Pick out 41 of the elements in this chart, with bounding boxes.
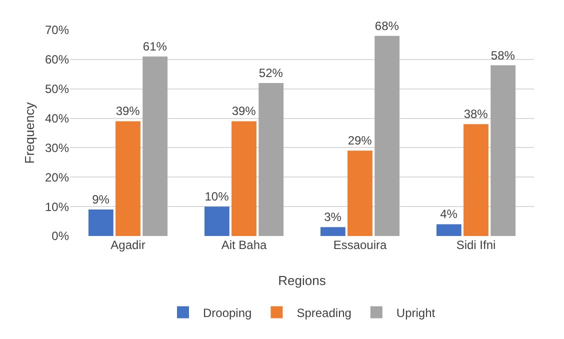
y-tick-label: 40% [44, 111, 70, 126]
bar [88, 210, 114, 236]
x-axis-title: Regions [278, 273, 326, 288]
data-label: 58% [490, 48, 516, 62]
data-label: 29% [348, 134, 372, 148]
data-label: 68% [374, 18, 400, 33]
data-label: 61% [142, 39, 168, 54]
bar [436, 224, 462, 236]
data-label: 39% [232, 104, 256, 118]
legend-label: Spreading [296, 306, 352, 320]
data-label: 52% [258, 66, 284, 80]
bar [464, 124, 488, 236]
data-label: 10% [204, 190, 230, 204]
bar [258, 82, 284, 236]
data-label: 38% [464, 107, 488, 122]
legend-label: Drooping [203, 306, 252, 320]
y-tick-label: 50% [44, 82, 70, 96]
data-label: 9% [92, 192, 110, 207]
bar [116, 121, 140, 236]
y-tick-label: 30% [44, 140, 70, 155]
x-tick-label: Essaouira [333, 238, 387, 252]
y-tick-label: 20% [44, 170, 70, 184]
y-tick-label: 70% [44, 23, 70, 38]
legend-label: Upright [396, 306, 436, 320]
data-label: 39% [116, 104, 140, 118]
y-tick-label: 0% [52, 229, 70, 244]
bar [374, 36, 400, 236]
y-tick-label: 10% [44, 200, 70, 214]
y-tick-label: 60% [44, 52, 70, 67]
bar [204, 206, 230, 236]
bar [142, 56, 168, 236]
x-tick-label: Agadir [110, 238, 146, 252]
data-label: 4% [440, 207, 458, 222]
x-tick-label: Sidi Ifni [456, 238, 496, 252]
x-tick-label: Ait Baha [221, 238, 267, 252]
y-axis-title: Frequency [22, 102, 37, 164]
bar [232, 121, 256, 236]
bar [348, 150, 372, 236]
bar [490, 65, 516, 236]
bar [320, 227, 346, 236]
data-label: 3% [324, 210, 342, 224]
